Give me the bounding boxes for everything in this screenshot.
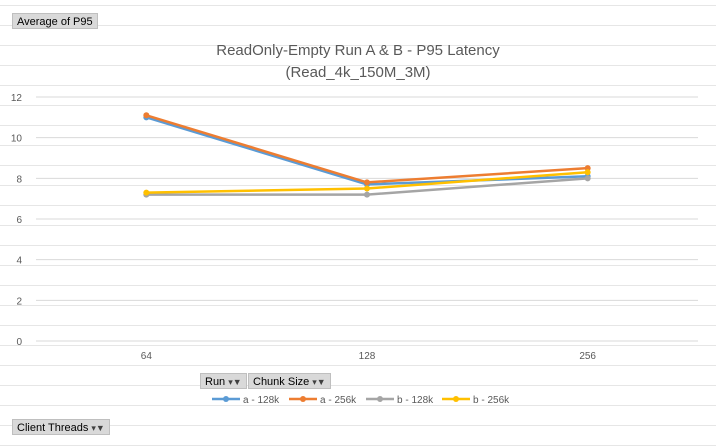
data-point xyxy=(584,169,591,176)
axis-field-label: Client Threads xyxy=(17,422,89,434)
data-point xyxy=(364,185,370,192)
x-tick-label: 128 xyxy=(359,351,376,362)
chart-title: ReadOnly-Empty Run A & B - P95 Latency xyxy=(216,42,500,59)
legend-field-chunk-size-label: Chunk Size xyxy=(253,376,310,388)
series-line xyxy=(145,116,588,186)
series-line xyxy=(145,114,588,184)
data-point xyxy=(143,189,150,196)
value-field-button[interactable]: Average of P95 xyxy=(12,13,98,29)
data-point xyxy=(364,191,370,198)
y-axis-ticks: 0 2 4 6 8 10 12 xyxy=(11,93,23,348)
data-point xyxy=(584,175,591,182)
y-tick-label: 12 xyxy=(11,93,23,104)
gridlines xyxy=(36,96,698,342)
legend: a - 128k a - 256k b - 128k b - 256k xyxy=(212,395,510,406)
y-tick-label: 4 xyxy=(16,256,22,267)
data-point xyxy=(143,112,150,119)
legend-swatch-marker xyxy=(223,396,229,402)
legend-field-chunk-size-button[interactable]: Chunk Size ▾▼ xyxy=(248,373,331,389)
legend-label: a - 128k xyxy=(243,395,280,406)
y-tick-label: 6 xyxy=(16,215,22,226)
x-tick-label: 256 xyxy=(579,351,596,362)
legend-label: b - 128k xyxy=(397,395,434,406)
legend-swatch-marker xyxy=(377,396,383,402)
filter-dropdown-icon: ▾▼ xyxy=(91,423,105,433)
legend-field-run-button[interactable]: Run ▾▼ xyxy=(200,373,247,389)
y-tick-label: 10 xyxy=(11,134,23,145)
legend-swatch-marker xyxy=(453,396,459,402)
legend-label: b - 256k xyxy=(473,395,510,406)
data-point xyxy=(364,179,370,186)
x-axis-ticks: 64 128 256 xyxy=(141,351,597,362)
y-tick-label: 0 xyxy=(16,337,22,348)
filter-dropdown-icon: ▾▼ xyxy=(312,377,326,387)
legend-label: a - 256k xyxy=(320,395,357,406)
y-tick-label: 8 xyxy=(16,174,22,185)
chart-subtitle: (Read_4k_150M_3M) xyxy=(285,64,430,81)
series-group xyxy=(143,112,591,198)
x-tick-label: 64 xyxy=(141,351,153,362)
legend-field-run-label: Run xyxy=(205,376,226,388)
axis-field-button[interactable]: Client Threads ▾▼ xyxy=(12,419,110,435)
filter-dropdown-icon: ▾▼ xyxy=(228,377,242,387)
legend-swatch-marker xyxy=(300,396,306,402)
y-tick-label: 2 xyxy=(16,296,22,307)
value-field-label: Average of P95 xyxy=(17,16,93,28)
